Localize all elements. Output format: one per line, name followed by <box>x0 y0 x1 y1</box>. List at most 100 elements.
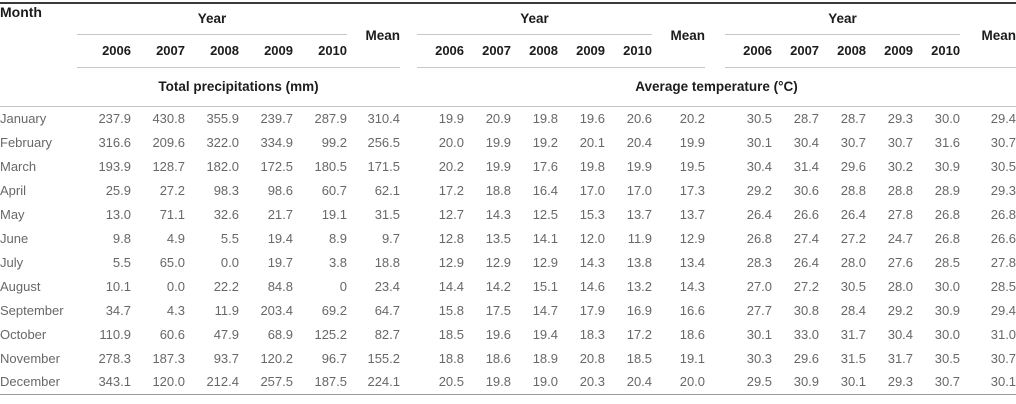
temperature1-cell: 12.9 <box>485 254 512 270</box>
temperature1-cell: 14.3 <box>579 254 606 270</box>
temperature2-cell: 30.1 <box>746 326 773 342</box>
temperature2-cell: 28.3 <box>746 254 773 270</box>
precipitation-cell: 13.0 <box>105 206 131 222</box>
precipitation-cell: 212.4 <box>206 374 239 390</box>
temperature2-cell: 30.4 <box>746 158 773 174</box>
year-header: 2008 <box>511 34 559 68</box>
temperature1-mean-cell: 12.9 <box>679 230 706 246</box>
precipitation-cell: 287.9 <box>314 110 348 126</box>
temperature1-cell: 13.7 <box>626 206 653 222</box>
column-gap <box>705 250 725 274</box>
month-cell: June <box>0 230 29 246</box>
temperature2-mean-cell: 29.4 <box>990 302 1016 318</box>
precipitation-mean-cell: 224.1 <box>367 374 401 390</box>
temperature1-cell: 17.0 <box>579 182 606 198</box>
precipitation-cell: 4.9 <box>166 230 185 246</box>
table-row: July 5.5 65.0 0.0 19.7 3.8 18.8 12.9 12.9 12.9 14.… <box>0 250 1016 274</box>
month-cell: July <box>0 254 24 270</box>
header-row-years: 2006 2007 2008 2009 2010 2006 2007 2008 … <box>0 34 1016 68</box>
temperature2-cell: 30.0 <box>934 326 961 342</box>
temperature2-cell: 28.7 <box>840 110 867 126</box>
precipitation-mean-cell: 9.7 <box>381 230 401 246</box>
temperature1-cell: 17.5 <box>485 302 512 318</box>
precipitation-cell: 99.2 <box>321 134 348 150</box>
temperature2-cell: 27.4 <box>793 230 820 246</box>
temperature2-cell: 27.6 <box>887 254 914 270</box>
table-row: June 9.8 4.9 5.5 19.4 8.9 9.7 12.8 13.5 14.1 12.0 1… <box>0 226 1016 250</box>
precipitation-mean-cell: 82.7 <box>374 326 401 342</box>
temperature1-cell: 19.8 <box>579 158 606 174</box>
year-header: 2010 <box>293 34 348 68</box>
temperature1-cell: 19.8 <box>532 110 559 126</box>
temperature2-cell: 28.7 <box>793 110 820 126</box>
temperature2-mean-cell: 30.1 <box>990 374 1016 390</box>
precipitation-mean-cell: 155.2 <box>367 350 401 366</box>
temperature2-cell: 28.0 <box>840 254 867 270</box>
table-row: November 278.3 187.3 93.7 120.2 96.7 155.2 18.8… <box>0 346 1016 370</box>
table-row: January 237.9 430.8 355.9 239.7 287.9 310.4 19.… <box>0 106 1016 130</box>
temperature2-cell: 30.4 <box>887 326 914 342</box>
mean-column-header-temperature-2: Mean <box>960 3 1016 68</box>
mean-column-header-precipitation: Mean <box>347 3 401 68</box>
temperature2-cell: 26.8 <box>746 230 773 246</box>
temperature1-cell: 19.0 <box>532 374 559 390</box>
year-header: 2009 <box>558 34 606 68</box>
column-gap <box>705 274 725 298</box>
temperature2-cell: 30.0 <box>934 278 961 294</box>
year-group-header-temperature-2: Year <box>725 3 961 35</box>
precipitation-cell: 187.3 <box>152 350 185 366</box>
temperature1-mean-cell: 19.5 <box>679 158 706 174</box>
year-header: 2009 <box>239 34 293 68</box>
column-gap <box>705 322 725 346</box>
temperature2-cell: 31.7 <box>840 326 867 342</box>
temperature2-cell: 26.8 <box>934 230 961 246</box>
temperature2-cell: 31.5 <box>840 350 867 366</box>
temperature1-cell: 15.1 <box>532 278 559 294</box>
temperature1-mean-cell: 17.3 <box>679 182 706 198</box>
year-header: 2010 <box>913 34 961 68</box>
temperature2-cell: 26.6 <box>793 206 820 222</box>
temperature2-cell: 29.3 <box>887 374 914 390</box>
month-cell: October <box>0 326 47 342</box>
temperature2-cell: 29.6 <box>793 350 820 366</box>
column-gap <box>705 3 725 67</box>
precipitation-mean-cell: 62.1 <box>374 182 401 198</box>
precipitation-cell: 322.0 <box>206 134 239 150</box>
temperature1-cell: 12.7 <box>438 206 465 222</box>
year-header: 2006 <box>77 34 131 68</box>
precipitation-cell: 19.4 <box>267 230 293 246</box>
precipitation-cell: 8.9 <box>328 230 348 246</box>
temperature1-mean-cell: 13.7 <box>679 206 706 222</box>
temperature1-cell: 19.2 <box>532 134 559 150</box>
table-row: April 25.9 27.2 98.3 98.6 60.7 62.1 17.2 18.8 16.… <box>0 178 1016 202</box>
column-gap <box>705 178 725 202</box>
table-header: Month Year Mean Year Mean Year Mean 2006… <box>0 3 1016 107</box>
temperature2-cell: 30.3 <box>746 350 773 366</box>
temperature2-cell: 29.3 <box>887 110 914 126</box>
temperature2-cell: 27.7 <box>746 302 773 318</box>
header-row-sections: Total precipitations (mm) Average temper… <box>0 67 1016 107</box>
temperature2-cell: 27.2 <box>793 278 820 294</box>
month-cell: August <box>0 278 41 294</box>
temperature2-mean-cell: 31.0 <box>990 326 1016 342</box>
precipitation-cell: 334.9 <box>260 134 293 150</box>
precipitation-cell: 125.2 <box>314 326 348 342</box>
precipitation-cell: 316.6 <box>98 134 131 150</box>
precipitation-cell: 182.0 <box>206 158 239 174</box>
header-row-groups: Month Year Mean Year Mean Year Mean <box>0 3 1016 107</box>
temperature2-cell: 29.6 <box>840 158 867 174</box>
precipitation-cell: 68.9 <box>267 326 293 342</box>
temperature2-cell: 28.8 <box>887 182 914 198</box>
precipitation-cell: 47.9 <box>213 326 239 342</box>
temperature1-mean-cell: 16.6 <box>679 302 706 318</box>
precipitation-mean-cell: 310.4 <box>367 110 401 126</box>
temperature2-cell: 31.4 <box>793 158 820 174</box>
temperature2-cell: 29.2 <box>887 302 914 318</box>
temperature2-mean-cell: 30.7 <box>990 134 1016 150</box>
temperature2-cell: 31.6 <box>934 134 961 150</box>
column-gap <box>400 106 417 130</box>
temperature1-mean-cell: 19.9 <box>679 134 706 150</box>
temperature2-cell: 30.0 <box>934 110 961 126</box>
column-gap <box>705 130 725 154</box>
precipitation-mean-cell: 23.4 <box>374 278 401 294</box>
